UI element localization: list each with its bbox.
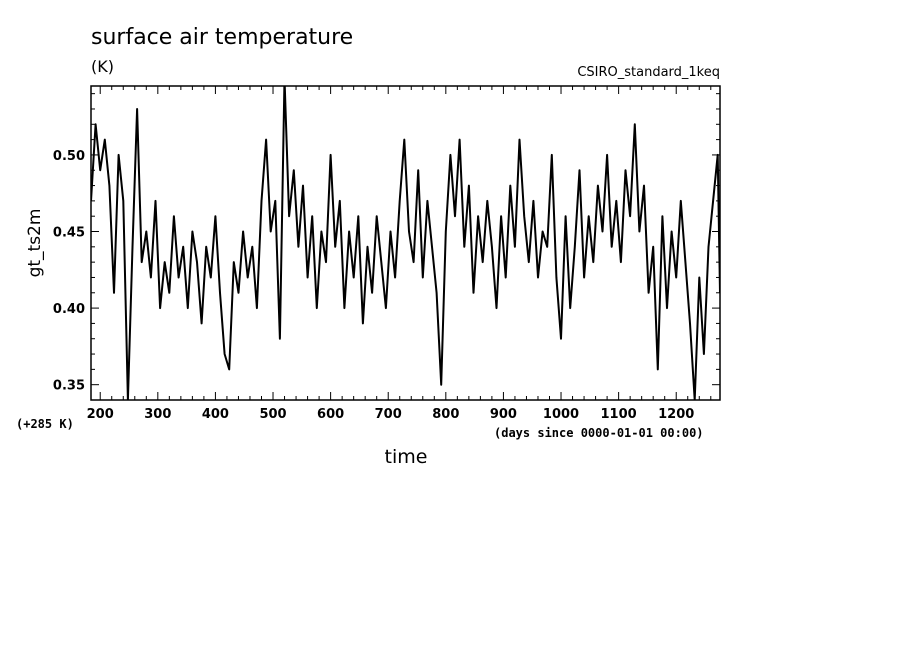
axis-ticks <box>91 86 720 400</box>
units-label: (K) <box>91 57 114 76</box>
x-tick-label: 900 <box>490 407 517 422</box>
x-tick-label: 1200 <box>658 407 694 422</box>
x-tick-label: 400 <box>202 407 229 422</box>
y-tick-label: 0.40 <box>53 302 85 317</box>
x-tick-label: 800 <box>432 407 459 422</box>
series-group <box>91 86 720 400</box>
axis-tick-labels: 200 300 400 500 600 700 800 900 1000 1100 1200 0.35… <box>53 149 694 422</box>
x-tick-label: 300 <box>144 407 171 422</box>
x-tick-label: 500 <box>259 407 286 422</box>
x-tick-label: 700 <box>375 407 402 422</box>
x-tick-label: 1100 <box>601 407 637 422</box>
x-tick-label: 200 <box>87 407 114 422</box>
y-tick-label: 0.35 <box>53 379 85 394</box>
y-tick-label: 0.45 <box>53 226 85 241</box>
chart-title: surface air temperature <box>91 25 353 50</box>
y-axis-label: gt_ts2m <box>25 209 45 278</box>
y-offset-label: (+285 K) <box>16 417 74 431</box>
x-tick-label: 600 <box>317 407 344 422</box>
y-tick-label: 0.50 <box>53 149 85 164</box>
x-axis-label: time <box>385 446 428 468</box>
x-units-label: (days since 0000-01-01 00:00) <box>494 426 704 440</box>
x-tick-label: 1000 <box>543 407 579 422</box>
plot-frame <box>90 85 721 401</box>
source-label: CSIRO_standard_1keq <box>577 65 720 80</box>
series-line <box>91 86 720 400</box>
